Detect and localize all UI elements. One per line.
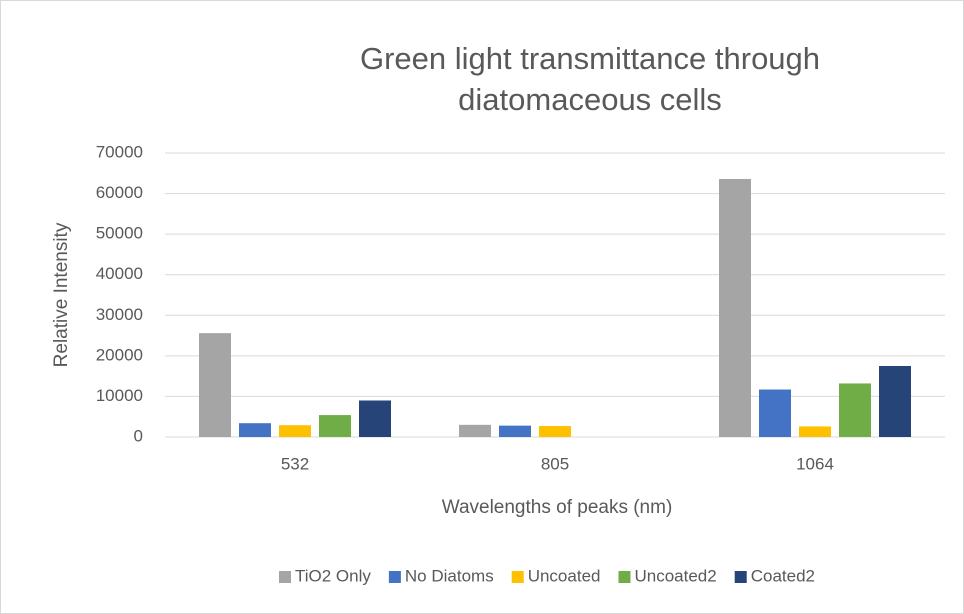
bar	[719, 178, 751, 438]
legend-swatch	[511, 571, 524, 583]
bar	[239, 423, 271, 437]
bar	[839, 383, 871, 437]
y-tick-label: 20000	[96, 345, 143, 364]
x-tick-label: 532	[281, 454, 309, 473]
bar	[879, 366, 911, 437]
y-tick-label: 40000	[96, 264, 143, 283]
y-tick-label: 0	[134, 426, 143, 445]
y-tick-label: 30000	[96, 305, 143, 324]
y-tick-label: 10000	[96, 386, 143, 405]
legend-swatch	[279, 571, 291, 583]
y-tick-label: 50000	[96, 224, 143, 243]
bar	[319, 415, 351, 437]
chart-title: Green light transmittance through diatom…	[359, 41, 821, 117]
x-axis-label: Wavelengths of peaks (nm)	[442, 497, 673, 518]
bar	[799, 426, 831, 437]
bar	[539, 426, 571, 437]
x-tick-label: 805	[541, 454, 569, 473]
bar	[359, 400, 391, 437]
legend-label: No Diatoms	[405, 566, 494, 585]
legend-swatch	[618, 571, 631, 583]
legend-label: Coated2	[751, 566, 815, 585]
y-tick-label: 70000	[96, 142, 143, 161]
bar	[759, 389, 791, 437]
bar	[499, 425, 531, 437]
y-tick-label: 60000	[96, 183, 143, 202]
legend-swatch	[734, 571, 747, 583]
bar	[279, 425, 311, 437]
legend-label: Uncoated2	[634, 566, 716, 585]
bar	[199, 333, 231, 437]
x-tick-label: 1064	[796, 454, 834, 473]
legend-label: Uncoated	[528, 566, 601, 585]
bar	[459, 424, 491, 437]
legend-label: TiO2 Only	[295, 566, 371, 585]
y-axis-label: Relative Intensity	[51, 222, 72, 367]
legend-swatch	[388, 571, 401, 583]
